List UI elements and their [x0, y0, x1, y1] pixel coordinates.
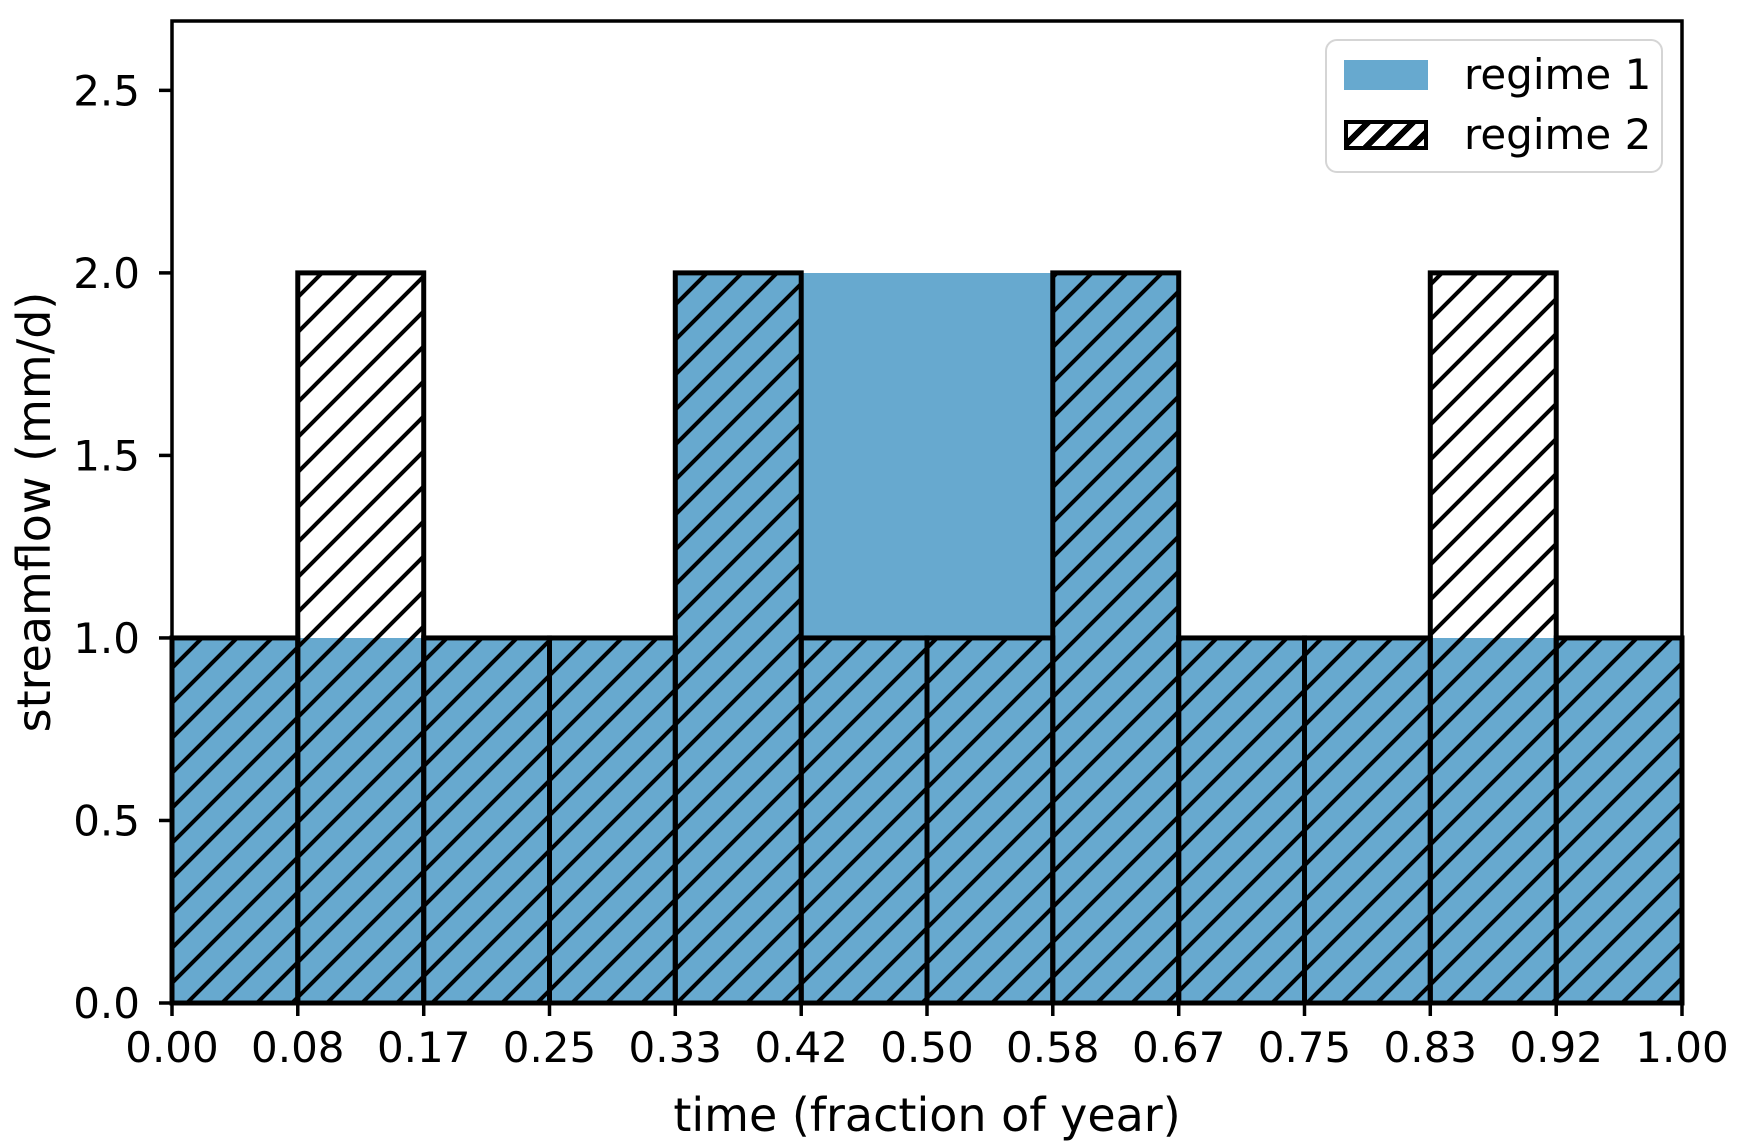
legend-entry-regime2: regime 2: [1344, 113, 1661, 157]
x-tick-label-12: 1.00: [1635, 1023, 1729, 1072]
x-tick-label-4: 0.33: [629, 1023, 723, 1072]
bar-regime2-8: [1176, 635, 1308, 1006]
x-tick-label-11: 0.92: [1509, 1023, 1603, 1072]
y-tick-label-4: 2.0: [73, 249, 140, 298]
bar-regime2-11: [1553, 635, 1685, 1006]
x-tick-label-2: 0.17: [377, 1023, 471, 1072]
bar-regime2-10: [1427, 270, 1559, 1006]
legend-swatch-regime1-icon: [1344, 60, 1428, 90]
x-tick-label-10: 0.83: [1384, 1023, 1478, 1072]
bar-regime2-6: [924, 635, 1056, 1006]
x-tick-label-5: 0.42: [754, 1023, 848, 1072]
x-tick-label-8: 0.67: [1132, 1023, 1226, 1072]
y-axis-label: streamflow (mm/d): [7, 291, 61, 733]
y-tick-label-2: 1.0: [73, 614, 140, 663]
x-tick-label-7: 0.58: [1006, 1023, 1100, 1072]
bar-regime2-4: [672, 270, 804, 1006]
y-tick-label-5: 2.5: [73, 66, 140, 115]
legend-swatch-regime2-icon: [1344, 120, 1428, 150]
bar-regime2-5: [798, 635, 930, 1006]
bar-regime2-1: [295, 270, 427, 1006]
bar-regime2-0: [169, 635, 301, 1006]
legend-label-regime1: regime 1: [1464, 50, 1652, 99]
x-tick-label-1: 0.08: [251, 1023, 345, 1072]
legend: regime 1 regime 2: [1325, 39, 1663, 173]
bar-regime2-9: [1302, 635, 1433, 1006]
bar-regime2-7: [1050, 270, 1182, 1006]
x-tick-label-0: 0.00: [125, 1023, 219, 1072]
x-axis-label: time (fraction of year): [673, 1088, 1181, 1142]
x-tick-label-6: 0.50: [880, 1023, 974, 1072]
x-tick-label-9: 0.75: [1258, 1023, 1352, 1072]
y-tick-label-0: 0.0: [73, 979, 140, 1028]
y-tick-label-3: 1.5: [73, 431, 140, 480]
legend-entry-regime1: regime 1: [1344, 53, 1661, 97]
bar-regime2-3: [547, 635, 678, 1006]
bar-regime2-2: [421, 635, 553, 1006]
y-tick-label-1: 0.5: [73, 796, 140, 845]
x-tick-label-3: 0.25: [503, 1023, 597, 1072]
legend-label-regime2: regime 2: [1464, 110, 1652, 159]
